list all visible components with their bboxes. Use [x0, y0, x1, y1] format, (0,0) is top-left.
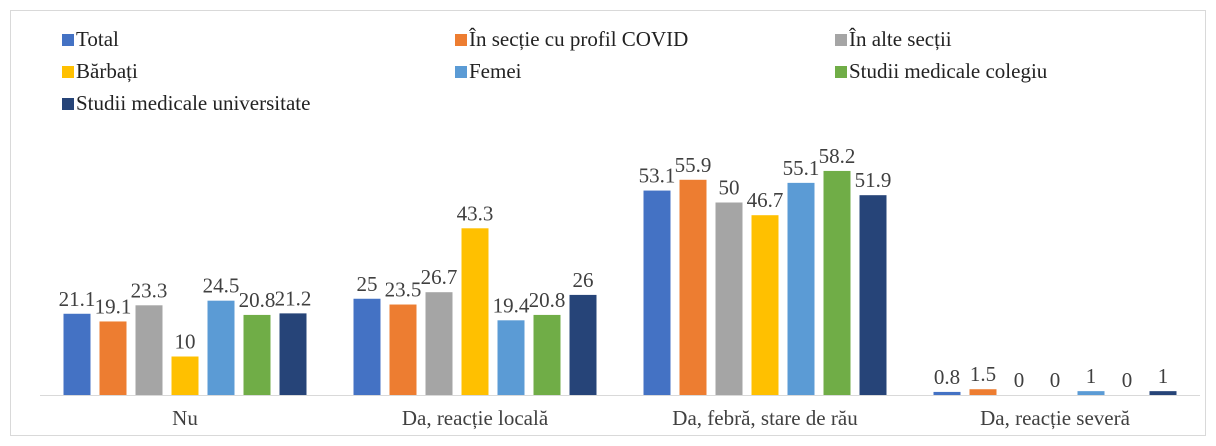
data-label: 26.7 [421, 265, 458, 289]
bar [823, 170, 851, 395]
data-label: 58.2 [819, 144, 856, 168]
bar [679, 179, 707, 395]
data-label: 0.8 [934, 365, 960, 389]
bar [99, 321, 127, 395]
legend-label: Studii medicale colegiu [849, 59, 1048, 83]
data-label: 0 [1050, 368, 1061, 392]
data-label: 19.4 [493, 293, 530, 317]
legend-swatch [62, 66, 74, 78]
data-label: 21.2 [275, 286, 312, 310]
bar [243, 314, 271, 395]
bar [63, 313, 91, 395]
data-label: 55.9 [675, 153, 712, 177]
data-label: 21.1 [59, 287, 96, 311]
bar [643, 190, 671, 395]
bar [715, 202, 743, 395]
bar [569, 294, 597, 395]
data-label: 24.5 [203, 274, 240, 298]
data-label: 0 [1014, 368, 1025, 392]
legend-label: Total [76, 27, 119, 51]
legend-swatch [62, 34, 74, 46]
data-label: 23.3 [131, 278, 168, 302]
bar [859, 195, 887, 395]
bar [751, 215, 779, 395]
legend-swatch [835, 34, 847, 46]
bar [207, 300, 235, 395]
bar [279, 313, 307, 395]
bar [425, 292, 453, 395]
data-label: 51.9 [855, 168, 892, 192]
data-label: 43.3 [457, 201, 494, 225]
bar [933, 391, 961, 395]
bar [1077, 391, 1105, 395]
bar [969, 389, 997, 395]
bar [1149, 391, 1177, 395]
data-label: 1.5 [970, 362, 996, 386]
data-label: 50 [719, 176, 740, 200]
x-tick-label: Nu [172, 406, 198, 430]
data-label: 26 [573, 268, 594, 292]
legend-label: Studii medicale universitate [76, 91, 310, 115]
data-label: 46.7 [747, 188, 784, 212]
bar [353, 298, 381, 395]
legend-label: În alte secții [849, 27, 952, 51]
data-label: 53.1 [639, 164, 676, 188]
data-label: 55.1 [783, 156, 820, 180]
legend-swatch [835, 66, 847, 78]
bar [461, 228, 489, 395]
data-label: 23.5 [385, 278, 422, 302]
bar [497, 320, 525, 395]
data-label: 25 [357, 272, 378, 296]
legend-swatch [455, 66, 467, 78]
x-tick-label: Da, febră, stare de rău [672, 406, 858, 430]
legend-swatch [455, 34, 467, 46]
bar [389, 304, 417, 395]
bar [533, 314, 561, 395]
data-label: 1 [1086, 364, 1097, 388]
data-label: 1 [1158, 364, 1169, 388]
data-label: 10 [175, 330, 196, 354]
legend-label: Femei [469, 59, 522, 83]
x-tick-label: Da, reacție locală [402, 406, 549, 430]
bar [787, 182, 815, 395]
legend-label: Bărbați [76, 59, 138, 83]
data-label: 20.8 [529, 288, 566, 312]
bar [171, 356, 199, 395]
bar [135, 305, 163, 395]
data-label: 20.8 [239, 288, 276, 312]
legend-label: În secție cu profil COVID [469, 27, 688, 51]
legend-swatch [62, 98, 74, 110]
data-label: 19.1 [95, 294, 132, 318]
x-tick-label: Da, reacție severă [980, 406, 1130, 430]
data-label: 0 [1122, 368, 1133, 392]
